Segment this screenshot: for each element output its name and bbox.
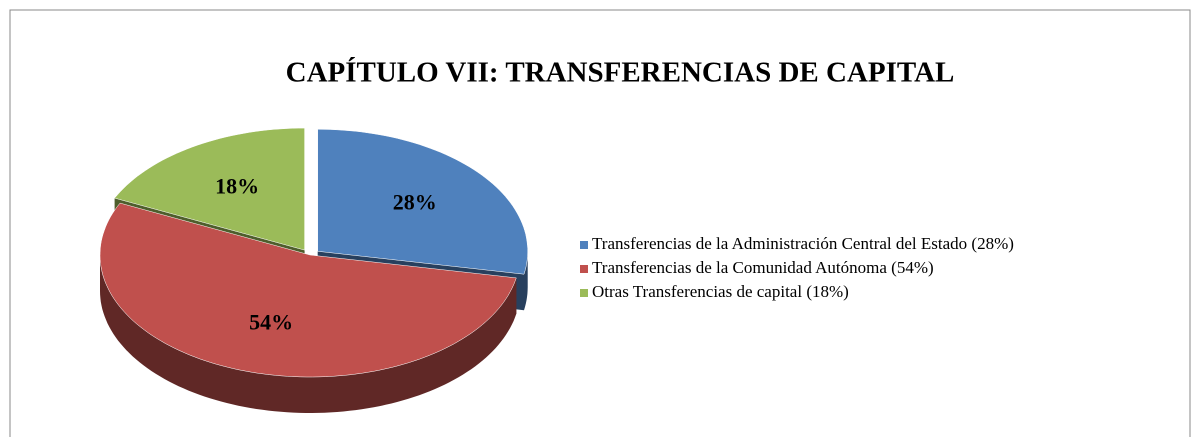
legend-swatch [580,241,588,249]
data-label: 18% [215,173,259,198]
frame [9,9,1191,437]
slice [99,202,517,378]
data-label: 28% [393,190,437,215]
slice [114,127,305,251]
legend-label: Transferencias de la Comunidad Autónoma … [592,258,934,277]
slice-wall [100,255,517,413]
chart-title: CAPÍTULO VII: TRANSFERENCIAS DE CAPITAL [286,56,955,89]
legend-label: Transferencias de la Administración Cent… [592,234,1014,253]
legend-swatch [580,289,588,297]
slice-wall [524,251,528,311]
data-label: 54% [249,310,293,335]
slice [317,129,528,275]
legend-swatch [580,265,588,273]
legend-label: Otras Transferencias de capital (18%) [592,282,849,301]
